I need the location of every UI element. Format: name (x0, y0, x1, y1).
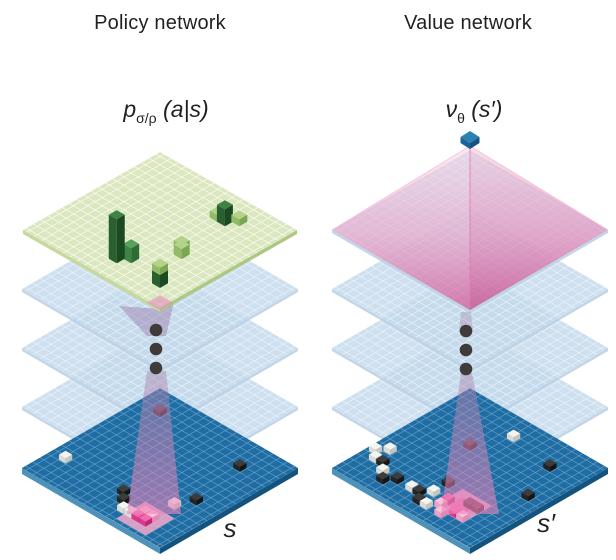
magenta-stone (138, 513, 153, 527)
policy-formula: pσ/ρ (a|s) (122, 96, 208, 126)
policy-network-diagram: Policy network pσ/ρ (a|s) (21, 12, 299, 554)
white-stone (427, 484, 441, 498)
probability-bar (152, 258, 168, 275)
black-stone (376, 471, 390, 485)
policy-output-plane (23, 152, 297, 312)
probability-bar (216, 200, 233, 227)
ellipsis-dot (149, 323, 163, 337)
policy-probability-bars (108, 200, 248, 288)
probability-bar (123, 239, 140, 264)
policy-network-title: Policy network (94, 12, 227, 34)
value-network-diagram: Value network νθ (s′) (331, 12, 609, 554)
beam-source-cell (147, 295, 173, 310)
value-network-title: Value network (404, 12, 533, 34)
policy-state-label: s (224, 513, 237, 543)
value-pyramid (331, 131, 609, 310)
black-stone (189, 492, 203, 506)
ellipsis-dot (149, 361, 163, 375)
probability-bar (173, 240, 190, 260)
white-stone (383, 442, 397, 456)
ellipsis-dot (149, 342, 163, 356)
black-stone (543, 459, 557, 472)
black-stone (521, 488, 535, 502)
probability-bar (108, 210, 125, 264)
scalar-value-node (460, 131, 480, 149)
white-stone (58, 450, 73, 464)
black-stone (233, 459, 247, 472)
white-stone (419, 497, 434, 510)
value-hidden-layers-ellipsis (459, 324, 473, 376)
black-stone (390, 471, 405, 485)
white-stone (506, 429, 521, 443)
probability-bar (231, 210, 248, 227)
value-formula: νθ (s′) (446, 96, 503, 126)
ellipsis-dot (459, 362, 473, 376)
ellipsis-dot (459, 324, 473, 338)
value-state-label: s′ (537, 508, 556, 538)
ellipsis-dot (459, 343, 473, 357)
policy-hidden-layers-ellipsis (149, 323, 163, 375)
